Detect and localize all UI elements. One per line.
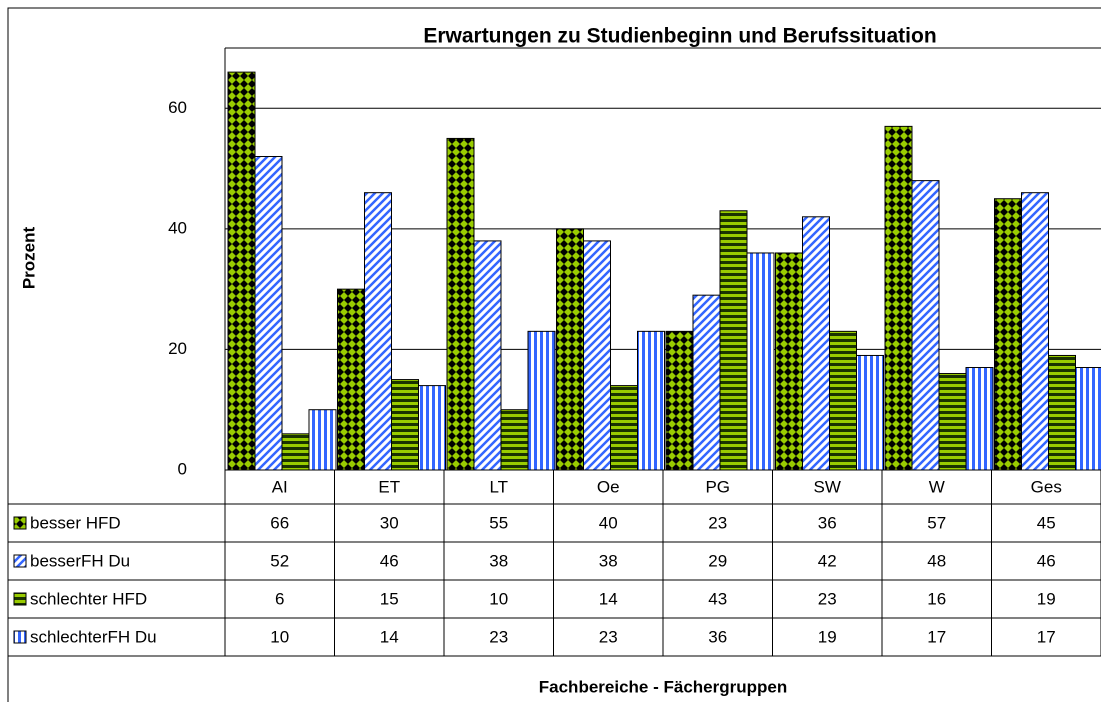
table-value: 15 <box>380 589 399 608</box>
table-value: 36 <box>708 627 727 646</box>
table-value: 17 <box>927 627 946 646</box>
table-value: 29 <box>708 551 727 570</box>
table-value: 23 <box>818 589 837 608</box>
y-tick-label: 20 <box>168 339 187 358</box>
table-value: 55 <box>489 513 508 532</box>
bar <box>418 385 446 471</box>
bar <box>911 180 940 471</box>
table-value: 36 <box>818 513 837 532</box>
legend-key <box>13 554 27 568</box>
bar <box>391 379 419 471</box>
legend-key <box>13 630 27 644</box>
table-value: 14 <box>380 627 399 646</box>
bar <box>884 125 913 471</box>
y-tick-label: 40 <box>168 218 187 237</box>
legend-label: besserFH Du <box>30 551 130 570</box>
bar <box>829 330 857 471</box>
bar <box>473 240 502 471</box>
legend-key <box>13 516 27 530</box>
table-value: 16 <box>927 589 946 608</box>
bar <box>254 156 283 471</box>
table-value: 57 <box>927 513 946 532</box>
bar <box>965 367 994 471</box>
bar <box>556 228 584 471</box>
bar <box>994 198 1022 471</box>
x-tick-label: PG <box>705 477 730 496</box>
bar <box>446 137 475 471</box>
table-value: 66 <box>270 513 289 532</box>
table-value: 19 <box>818 627 837 646</box>
x-tick-label: LT <box>489 477 508 496</box>
table-value: 10 <box>489 589 508 608</box>
bar <box>500 409 529 471</box>
x-tick-label: W <box>929 477 945 496</box>
bar <box>527 330 556 471</box>
y-tick-label: 60 <box>168 98 187 117</box>
table-value: 52 <box>270 551 289 570</box>
table-value: 46 <box>380 551 399 570</box>
legend-label: schlechter HFD <box>30 589 147 608</box>
table-value: 10 <box>270 627 289 646</box>
chart-title: Erwartungen zu Studienbeginn und Berufss… <box>423 25 936 48</box>
bar <box>938 373 967 471</box>
table-value: 38 <box>489 551 508 570</box>
bar <box>1048 354 1076 471</box>
legend-key <box>13 592 27 606</box>
x-tick-label: SW <box>814 477 841 496</box>
bar <box>719 210 748 471</box>
table-value: 6 <box>275 589 284 608</box>
bar <box>775 252 803 471</box>
bar <box>337 288 365 471</box>
bar <box>364 192 392 471</box>
x-tick-label: AI <box>272 477 288 496</box>
table-value: 19 <box>1037 589 1056 608</box>
legend-label: besser HFD <box>30 513 121 532</box>
bar <box>637 330 665 471</box>
bar <box>1075 367 1101 471</box>
bar <box>308 409 337 471</box>
frame <box>7 7 1101 702</box>
bar <box>692 294 721 471</box>
table-value: 48 <box>927 551 946 570</box>
x-tick-label: Ges <box>1031 477 1062 496</box>
table-value: 17 <box>1037 627 1056 646</box>
bar <box>1021 192 1049 471</box>
bar <box>802 216 830 471</box>
x-axis-label: Fachbereiche - Fächergruppen <box>539 677 787 696</box>
bar <box>281 433 310 471</box>
bar <box>583 240 611 471</box>
table-value: 42 <box>818 551 837 570</box>
table-value: 14 <box>599 589 618 608</box>
table-value: 46 <box>1037 551 1056 570</box>
table-value: 30 <box>380 513 399 532</box>
table-value: 23 <box>708 513 727 532</box>
table-value: 40 <box>599 513 618 532</box>
table-value: 43 <box>708 589 727 608</box>
y-axis-label: Prozent <box>19 226 38 289</box>
bar <box>227 71 256 471</box>
y-tick-label: 0 <box>178 459 187 478</box>
table-value: 23 <box>489 627 508 646</box>
table-value: 45 <box>1037 513 1056 532</box>
x-tick-label: ET <box>378 477 400 496</box>
x-tick-label: Oe <box>597 477 620 496</box>
legend-label: schlechterFH Du <box>30 627 157 646</box>
bar <box>856 354 884 471</box>
table-value: 23 <box>599 627 618 646</box>
bar <box>746 252 775 471</box>
table-value: 38 <box>599 551 618 570</box>
bar <box>610 385 638 471</box>
bar <box>665 330 694 471</box>
